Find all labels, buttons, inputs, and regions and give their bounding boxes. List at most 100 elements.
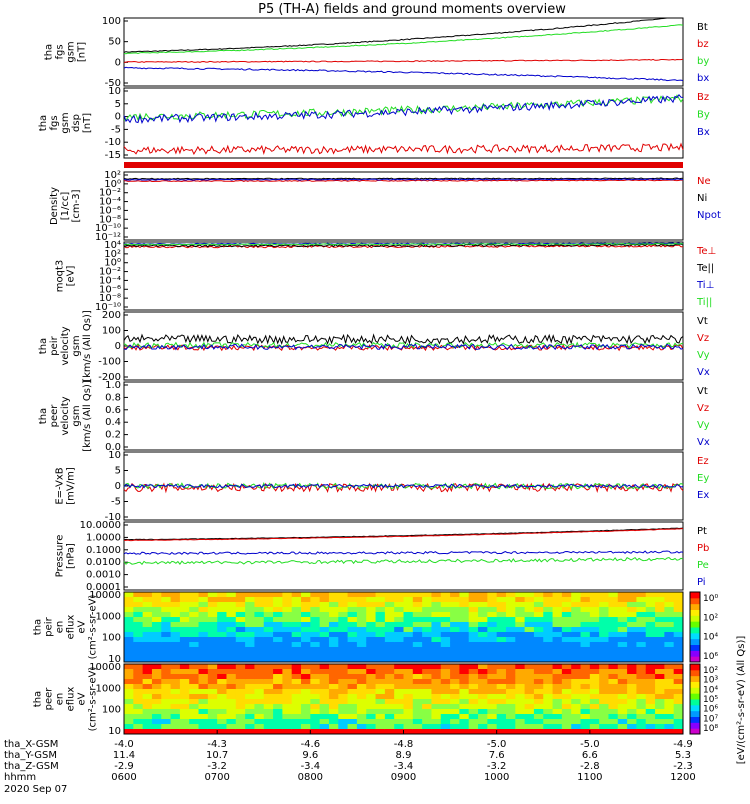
heatmap-cell — [515, 627, 526, 633]
heatmap-cell — [459, 674, 470, 680]
heatmap-cell — [431, 724, 442, 730]
series-ne — [124, 179, 684, 183]
heatmap-cell — [412, 642, 423, 648]
colorbar-band — [690, 699, 700, 706]
heatmap-cell — [179, 714, 190, 720]
heatmap-cell — [301, 709, 311, 715]
y-tick-label: 50 — [108, 37, 121, 48]
heatmap-cell — [655, 674, 665, 680]
heatmap-cell — [422, 632, 432, 638]
x-tick-label: -5.0 — [487, 739, 507, 750]
heatmap-cell — [608, 709, 619, 715]
heatmap-cell — [319, 607, 330, 613]
heatmap-cell — [347, 689, 358, 695]
heatmap-cell — [533, 632, 544, 638]
heatmap-cell — [543, 694, 554, 700]
y-tick-label: 200 — [102, 310, 121, 321]
heatmap-cell — [245, 679, 255, 685]
heatmap-cell — [664, 627, 675, 633]
colorbar-band — [690, 669, 700, 677]
ylabel-line: peir — [49, 335, 60, 355]
heatmap-cell — [226, 664, 237, 670]
heatmap-cell — [170, 724, 181, 730]
legend-vt: Vt — [697, 316, 708, 327]
heatmap-cell — [133, 689, 144, 695]
heatmap-cell — [645, 607, 656, 613]
heatmap-cell — [552, 729, 563, 735]
heatmap-cell — [198, 664, 209, 670]
heatmap-cell — [617, 627, 628, 633]
ylabel-line: peir — [44, 616, 55, 636]
heatmap-cell — [375, 664, 386, 670]
heatmap-cell — [366, 607, 377, 613]
heatmap-cell — [198, 597, 209, 603]
heatmap-cell — [347, 612, 358, 618]
heatmap-cell — [515, 592, 526, 598]
heatmap-cell — [478, 709, 488, 715]
heatmap-cell — [133, 724, 144, 730]
heatmap-cell — [338, 674, 349, 680]
heatmap-cell — [524, 642, 535, 648]
heatmap-cell — [217, 674, 227, 680]
heatmap-cell — [226, 694, 237, 700]
heatmap-cell — [207, 674, 218, 680]
heatmap-cell — [561, 674, 572, 680]
heatmap-cell — [617, 592, 628, 598]
heatmap-cell — [599, 592, 609, 598]
x-tick-label: 0600 — [111, 772, 136, 783]
heatmap-cell — [440, 674, 451, 680]
heatmap-cell — [440, 642, 451, 648]
heatmap-cell — [151, 709, 162, 715]
heatmap-cell — [142, 627, 153, 633]
heatmap-cell — [412, 607, 423, 613]
heatmap-cell — [124, 719, 134, 725]
heatmap-cell — [207, 669, 218, 675]
heatmap-cell — [580, 642, 591, 648]
heatmap-cell — [142, 679, 153, 685]
heatmap-cell — [179, 669, 190, 675]
heatmap-cell — [338, 617, 349, 623]
series-te — [123, 244, 683, 249]
heatmap-cell — [589, 699, 600, 705]
heatmap-cell — [412, 724, 423, 730]
heatmap-cell — [356, 637, 367, 643]
heatmap-cell — [645, 719, 656, 725]
heatmap-cell — [226, 699, 237, 705]
heatmap-cell — [245, 647, 255, 653]
heatmap-cell — [561, 597, 572, 603]
colorbar-frame — [689, 591, 701, 663]
heatmap-cell — [599, 719, 609, 725]
heatmap-cell — [245, 724, 255, 730]
heatmap-cell — [207, 689, 218, 695]
heatmap-cell — [263, 632, 274, 638]
heatmap-cell — [478, 622, 488, 628]
heatmap-cell — [282, 617, 293, 623]
heatmap-cell — [338, 657, 349, 663]
x-tick-label: -4.0 — [114, 739, 134, 750]
heatmap-cell — [310, 612, 321, 618]
heatmap-cell — [124, 657, 134, 663]
legend-pb: Pb — [697, 543, 709, 554]
heatmap-cell — [627, 704, 637, 710]
heatmap-cell — [496, 674, 507, 680]
heatmap-cell — [179, 684, 190, 690]
heatmap-cell — [505, 642, 516, 648]
ylabel-line: [nPa] — [66, 543, 77, 569]
heatmap-cell — [664, 664, 675, 670]
heatmap-cell — [217, 679, 227, 685]
heatmap-cell — [328, 719, 339, 725]
colorbar-band — [690, 722, 700, 729]
heatmap-cell — [170, 597, 181, 603]
y-tick-label: 10⁻⁴ — [99, 275, 121, 286]
colorbar-frame — [689, 663, 701, 735]
heatmap-cell — [589, 632, 600, 638]
heatmap-cell — [552, 637, 563, 643]
heatmap-cell — [543, 709, 554, 715]
heatmap-cell — [645, 699, 656, 705]
heatmap-cell — [571, 719, 582, 725]
heatmap-cell — [198, 647, 209, 653]
ylabel-line: [km/s (All Qs)] — [82, 310, 93, 382]
heatmap-cell — [655, 632, 665, 638]
ylabel-line: velocity — [60, 326, 71, 365]
heatmap-cell — [217, 597, 227, 603]
